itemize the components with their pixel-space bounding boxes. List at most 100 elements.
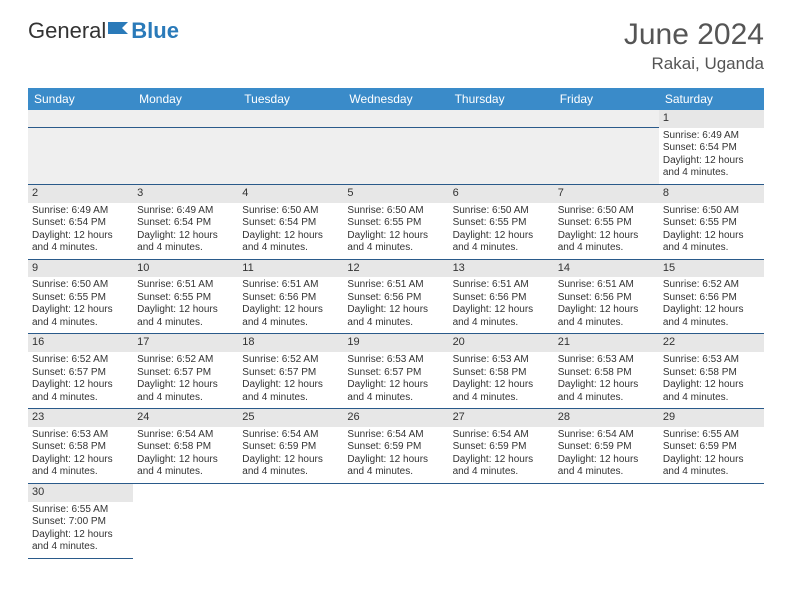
sunset-line: Sunset: 6:55 PM [663, 217, 760, 230]
sunset-line: Sunset: 6:58 PM [558, 367, 655, 380]
weekday-header: Monday [133, 88, 238, 110]
day-cell: Sunrise: 6:53 AMSunset: 6:58 PMDaylight:… [449, 352, 554, 409]
sunset-line: Sunset: 6:55 PM [137, 292, 234, 305]
sunrise-line: Sunrise: 6:49 AM [663, 130, 760, 143]
day-number: 28 [554, 409, 659, 427]
day-number-row: 1 [28, 110, 764, 128]
daylight-line1: Daylight: 12 hours [663, 155, 760, 168]
sunrise-line: Sunrise: 6:54 AM [347, 429, 444, 442]
daylight-line1: Daylight: 12 hours [242, 230, 339, 243]
brand-part2: Blue [131, 18, 179, 44]
day-info-row: Sunrise: 6:50 AMSunset: 6:55 PMDaylight:… [28, 277, 764, 334]
empty-cell [343, 128, 448, 185]
day-number: 7 [554, 184, 659, 202]
day-number: 13 [449, 259, 554, 277]
day-cell: Sunrise: 6:49 AMSunset: 6:54 PMDaylight:… [28, 203, 133, 260]
daylight-line1: Daylight: 12 hours [663, 304, 760, 317]
day-cell: Sunrise: 6:53 AMSunset: 6:57 PMDaylight:… [343, 352, 448, 409]
day-cell: Sunrise: 6:50 AMSunset: 6:54 PMDaylight:… [238, 203, 343, 260]
day-cell: Sunrise: 6:51 AMSunset: 6:56 PMDaylight:… [343, 277, 448, 334]
empty-cell [449, 483, 554, 501]
empty-cell [343, 483, 448, 501]
sunset-line: Sunset: 6:58 PM [663, 367, 760, 380]
brand-part1: General [28, 18, 106, 44]
daylight-line1: Daylight: 12 hours [453, 230, 550, 243]
day-number: 5 [343, 184, 448, 202]
daylight-line1: Daylight: 12 hours [137, 454, 234, 467]
daylight-line1: Daylight: 12 hours [558, 304, 655, 317]
sunset-line: Sunset: 6:58 PM [32, 441, 129, 454]
daylight-line1: Daylight: 12 hours [32, 379, 129, 392]
empty-cell [449, 502, 554, 559]
weekday-header-row: SundayMondayTuesdayWednesdayThursdayFrid… [28, 88, 764, 110]
sunrise-line: Sunrise: 6:51 AM [347, 279, 444, 292]
day-number: 1 [659, 110, 764, 128]
daylight-line1: Daylight: 12 hours [663, 230, 760, 243]
day-cell: Sunrise: 6:53 AMSunset: 6:58 PMDaylight:… [554, 352, 659, 409]
empty-cell [133, 502, 238, 559]
sunset-line: Sunset: 6:56 PM [242, 292, 339, 305]
day-cell: Sunrise: 6:55 AMSunset: 6:59 PMDaylight:… [659, 427, 764, 484]
daylight-line2: and 4 minutes. [663, 167, 760, 180]
daylight-line1: Daylight: 12 hours [663, 454, 760, 467]
empty-cell [133, 483, 238, 501]
sunset-line: Sunset: 6:57 PM [242, 367, 339, 380]
daylight-line2: and 4 minutes. [32, 466, 129, 479]
daylight-line2: and 4 minutes. [558, 466, 655, 479]
day-number: 10 [133, 259, 238, 277]
sunrise-line: Sunrise: 6:52 AM [242, 354, 339, 367]
day-number-row: 30 [28, 483, 764, 501]
day-number: 23 [28, 409, 133, 427]
daylight-line1: Daylight: 12 hours [137, 304, 234, 317]
sunset-line: Sunset: 6:58 PM [137, 441, 234, 454]
calendar-table: SundayMondayTuesdayWednesdayThursdayFrid… [28, 88, 764, 559]
day-info-row: Sunrise: 6:55 AMSunset: 7:00 PMDaylight:… [28, 502, 764, 559]
day-cell: Sunrise: 6:52 AMSunset: 6:57 PMDaylight:… [133, 352, 238, 409]
day-cell: Sunrise: 6:54 AMSunset: 6:59 PMDaylight:… [554, 427, 659, 484]
sunrise-line: Sunrise: 6:51 AM [137, 279, 234, 292]
sunrise-line: Sunrise: 6:51 AM [242, 279, 339, 292]
daylight-line1: Daylight: 12 hours [347, 454, 444, 467]
daylight-line1: Daylight: 12 hours [32, 230, 129, 243]
calendar-body: 1Sunrise: 6:49 AMSunset: 6:54 PMDaylight… [28, 110, 764, 558]
empty-cell [238, 502, 343, 559]
sunset-line: Sunset: 6:56 PM [453, 292, 550, 305]
empty-cell [343, 502, 448, 559]
sunset-line: Sunset: 6:54 PM [242, 217, 339, 230]
sunrise-line: Sunrise: 6:53 AM [347, 354, 444, 367]
daylight-line1: Daylight: 12 hours [32, 529, 129, 542]
day-number: 29 [659, 409, 764, 427]
day-number: 14 [554, 259, 659, 277]
day-cell: Sunrise: 6:50 AMSunset: 6:55 PMDaylight:… [28, 277, 133, 334]
daylight-line1: Daylight: 12 hours [663, 379, 760, 392]
sunrise-line: Sunrise: 6:55 AM [32, 504, 129, 517]
daylight-line1: Daylight: 12 hours [558, 379, 655, 392]
day-cell: Sunrise: 6:54 AMSunset: 6:59 PMDaylight:… [238, 427, 343, 484]
sunset-line: Sunset: 6:58 PM [453, 367, 550, 380]
day-cell: Sunrise: 6:51 AMSunset: 6:55 PMDaylight:… [133, 277, 238, 334]
sunset-line: Sunset: 6:59 PM [347, 441, 444, 454]
daylight-line2: and 4 minutes. [558, 317, 655, 330]
daylight-line1: Daylight: 12 hours [32, 304, 129, 317]
weekday-header: Wednesday [343, 88, 448, 110]
day-cell: Sunrise: 6:50 AMSunset: 6:55 PMDaylight:… [449, 203, 554, 260]
daylight-line1: Daylight: 12 hours [453, 379, 550, 392]
day-cell: Sunrise: 6:54 AMSunset: 6:59 PMDaylight:… [449, 427, 554, 484]
sunset-line: Sunset: 6:54 PM [137, 217, 234, 230]
flag-icon [108, 20, 130, 36]
daylight-line2: and 4 minutes. [347, 392, 444, 405]
sunset-line: Sunset: 7:00 PM [32, 516, 129, 529]
daylight-line2: and 4 minutes. [663, 242, 760, 255]
daylight-line1: Daylight: 12 hours [32, 454, 129, 467]
daylight-line1: Daylight: 12 hours [347, 304, 444, 317]
day-number: 15 [659, 259, 764, 277]
day-number-row: 2345678 [28, 184, 764, 202]
weekday-header: Sunday [28, 88, 133, 110]
empty-cell [238, 483, 343, 501]
day-number: 19 [343, 334, 448, 352]
day-cell: Sunrise: 6:52 AMSunset: 6:57 PMDaylight:… [238, 352, 343, 409]
empty-cell [659, 483, 764, 501]
daylight-line2: and 4 minutes. [137, 317, 234, 330]
sunrise-line: Sunrise: 6:50 AM [558, 205, 655, 218]
day-number: 30 [28, 483, 133, 501]
